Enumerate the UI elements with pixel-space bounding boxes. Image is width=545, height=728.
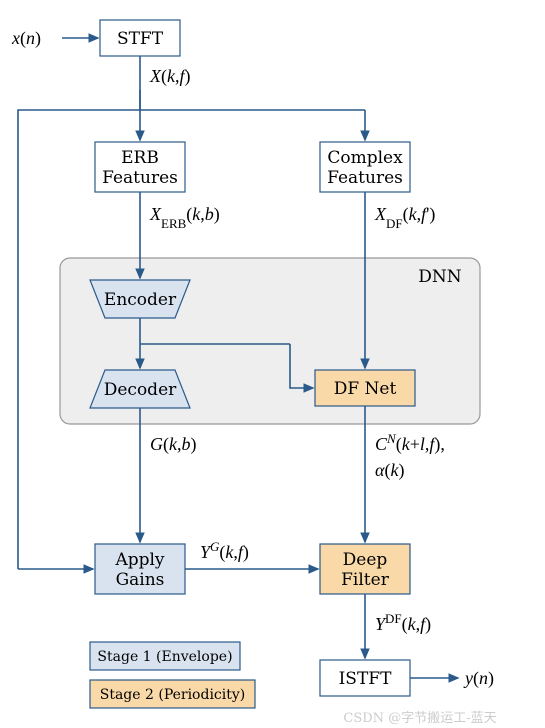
stage2-legend-label: Stage 2 (Periodicity) xyxy=(100,687,246,703)
encoder-label: Encoder xyxy=(104,290,177,310)
erb-label-1: ERB xyxy=(121,148,159,168)
G-kb-label: G(k,b) xyxy=(150,434,197,455)
complex-label-1: Complex xyxy=(327,148,403,168)
split-horiz xyxy=(140,90,365,110)
input-label: x(n) xyxy=(11,28,41,49)
output-label: y(n) xyxy=(463,668,494,689)
X-erb-label: XERB(k,b) xyxy=(149,204,220,231)
X-kf-label: X(k,f) xyxy=(149,66,191,87)
deepfilter-label-2: Filter xyxy=(341,570,390,590)
deepfilter-label-1: Deep xyxy=(343,550,388,570)
YDF-label: YDF(k,f) xyxy=(375,611,431,636)
decoder-label: Decoder xyxy=(104,380,177,400)
YG-label: YG(k,f) xyxy=(200,539,249,564)
CN-label: CN(k+l,f), xyxy=(375,431,445,456)
stage1-legend-label: Stage 1 (Envelope) xyxy=(97,649,232,665)
stft-label: STFT xyxy=(117,29,164,49)
X-df-label: XDF(k,f') xyxy=(374,204,435,231)
dnn-label: DNN xyxy=(418,267,462,287)
apply-label-1: Apply xyxy=(114,550,164,570)
alpha-label: α(k) xyxy=(375,460,404,481)
dfnet-label: DF Net xyxy=(334,379,397,399)
istft-label: ISTFT xyxy=(339,669,392,689)
watermark-label: CSDN @字节搬运工-蓝天 xyxy=(343,711,496,726)
flowchart-diagram: DNNSTFTERBFeaturesComplexFeaturesEncoder… xyxy=(0,0,545,728)
apply-label-2: Gains xyxy=(116,570,165,590)
erb-label-2: Features xyxy=(102,168,178,188)
complex-label-2: Features xyxy=(327,168,403,188)
